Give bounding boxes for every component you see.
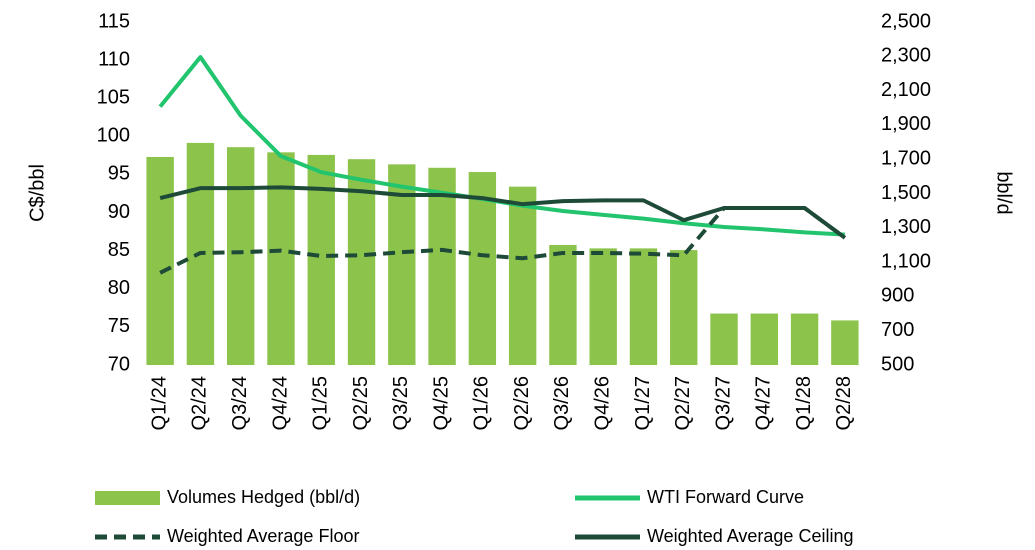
bar (549, 244, 577, 365)
bar (146, 156, 174, 365)
x-tick-label: Q1/26 (471, 376, 493, 430)
y-tick-label: 100 (97, 125, 130, 147)
y-tick-label: 85 (108, 239, 130, 261)
bar (468, 172, 497, 365)
y2-axis-label: bbl/d (993, 171, 1015, 214)
x-tick-label: Q1/27 (632, 376, 654, 430)
y2-tick-label: 2,500 (881, 10, 931, 32)
bar (388, 164, 416, 365)
legend-label: WTI Forward Curve (647, 487, 804, 507)
line-series (159, 185, 847, 240)
y-tick-label: 110 (98, 48, 130, 70)
y2-tick-label: 1,100 (881, 250, 931, 272)
y-tick-label: 70 (108, 353, 130, 375)
bar (428, 167, 456, 365)
x-tick-label: Q2/27 (672, 376, 694, 430)
x-tick-label: Q4/26 (591, 376, 613, 430)
y2-tick-label: 1,900 (881, 113, 931, 135)
x-tick-label: Q1/28 (793, 376, 815, 430)
y2-tick-label: 2,300 (881, 45, 931, 67)
y-tick-label: 90 (108, 201, 130, 223)
bar (670, 250, 698, 365)
line-series (159, 205, 847, 275)
x-tick-label: Q4/27 (753, 376, 775, 430)
legend-swatch (95, 491, 160, 505)
x-tick-label: Q2/26 (511, 376, 533, 430)
bar (790, 313, 819, 365)
x-tick-label: Q3/26 (551, 376, 573, 430)
bar (227, 147, 255, 365)
bar (710, 313, 738, 365)
x-tick-label: Q3/25 (390, 376, 412, 430)
x-tick-label: Q1/25 (310, 376, 332, 430)
y2-tick-label: 1,500 (881, 182, 931, 204)
bar (307, 154, 335, 365)
x-tick-label: Q2/24 (189, 376, 211, 430)
legend-label: Volumes Hedged (bbl/d) (167, 487, 360, 507)
x-tick-label: Q2/25 (350, 376, 372, 430)
y-tick-label: 115 (98, 10, 130, 32)
y2-tick-label: 1,300 (881, 216, 931, 238)
y2-tick-label: 500 (881, 353, 914, 375)
y-tick-label: 105 (97, 87, 130, 109)
bar (629, 248, 658, 365)
y-tick-label: 75 (108, 315, 130, 337)
bar (267, 152, 295, 365)
bar (589, 248, 617, 365)
bar (750, 313, 778, 365)
x-tick-label: Q1/24 (148, 376, 170, 430)
x-tick-label: Q3/27 (712, 376, 734, 430)
bar (508, 186, 537, 365)
y-tick-label: 80 (108, 277, 130, 299)
y2-tick-label: 700 (881, 319, 914, 341)
y2-tick-label: 2,100 (881, 79, 931, 101)
y2-tick-label: 1,700 (881, 147, 931, 169)
x-tick-label: Q4/24 (269, 376, 291, 430)
legend-label: Weighted Average Floor (167, 526, 359, 546)
legend-label: Weighted Average Ceiling (647, 526, 853, 546)
y-axis-label: C$/bbl (26, 164, 48, 222)
x-tick-label: Q2/28 (833, 376, 855, 430)
y-tick-label: 95 (108, 163, 130, 185)
x-tick-label: Q3/24 (229, 376, 251, 430)
y2-tick-label: 900 (881, 285, 914, 307)
x-tick-label: Q4/25 (430, 376, 452, 430)
bar (831, 320, 859, 365)
